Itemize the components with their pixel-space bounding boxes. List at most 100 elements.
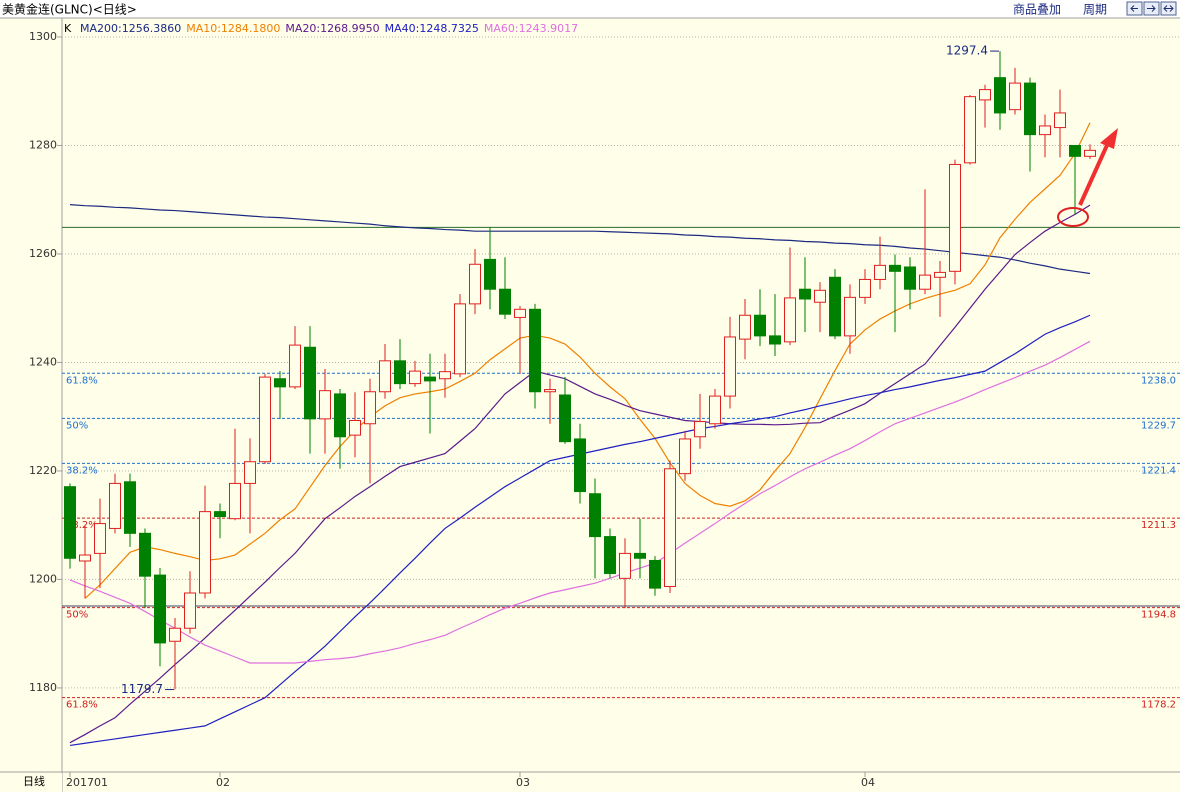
overlay-button[interactable]: 商品叠加 [1013, 2, 1061, 17]
candle-body [1054, 112, 1066, 129]
candle-body [889, 264, 901, 272]
y-tick-label: 1220 [29, 464, 57, 477]
candle-body [349, 419, 361, 436]
icon-glyph [1147, 5, 1156, 12]
candle-body [739, 314, 751, 340]
level-value-label: 1221.4 [1141, 465, 1176, 476]
candle-body [439, 371, 451, 380]
y-tick-label: 1260 [29, 247, 57, 260]
ma-line [69, 204, 1091, 275]
x-tick-label: 03 [516, 776, 530, 789]
candle-body [379, 360, 391, 393]
candle-body [289, 344, 301, 388]
candle-body [274, 378, 286, 388]
candle-body [799, 288, 811, 300]
candle-body [634, 552, 646, 559]
candle-body [784, 297, 796, 343]
candle-body [499, 288, 511, 315]
level-value-label: 1178.2 [1141, 700, 1176, 711]
legend-entry: MA20:1268.9950 [285, 22, 379, 35]
candle-body [844, 296, 856, 337]
candle-body [304, 346, 316, 420]
candle-body [529, 308, 541, 393]
candle-body [994, 77, 1006, 114]
level-value-label: 1238.0 [1141, 375, 1176, 386]
candle-body [109, 482, 121, 529]
candle-body [964, 96, 976, 164]
header-bar [0, 0, 1180, 18]
legend-entry: MA200:1256.3860 [80, 22, 181, 35]
candle-body [469, 263, 481, 305]
ma-line [69, 314, 1091, 747]
candle-body [694, 421, 706, 438]
candle-body [934, 271, 946, 278]
x-tick-label: 04 [861, 776, 875, 789]
level-value-label: 1194.8 [1141, 610, 1176, 621]
candle-body [214, 511, 226, 518]
legend: K MA200:1256.3860 MA10:1284.1800 MA20:1268… [64, 22, 578, 35]
candle-body [139, 532, 151, 577]
candle-body [574, 438, 586, 493]
candle-body [409, 370, 421, 385]
icon-glyph [1163, 5, 1174, 12]
x-label-box [0, 773, 62, 792]
y-tick-label: 1280 [29, 138, 57, 151]
level-ratio-label: 38.2% [66, 520, 98, 531]
candle-body [979, 89, 991, 101]
high-annotation: 1297.4 [946, 44, 988, 58]
candle-body [604, 536, 616, 574]
icon-glyph [1130, 5, 1138, 12]
toolbar-icons [1126, 1, 1177, 16]
candle-body [259, 376, 271, 463]
candle-body [874, 264, 886, 280]
candle-body [364, 391, 376, 425]
candle-body [544, 389, 556, 393]
level-ratio-label: 50% [66, 610, 88, 621]
y-tick-label: 1240 [29, 355, 57, 368]
candle-body [859, 278, 871, 298]
x-tick-label: 201701 [66, 776, 108, 789]
candle-body [94, 523, 106, 554]
candle-body [559, 394, 571, 443]
grid [62, 36, 1180, 689]
candle-body [229, 482, 241, 520]
candle-body [1069, 144, 1081, 157]
candle-body [154, 574, 166, 644]
candle-body [724, 336, 736, 397]
candle-body [244, 461, 256, 484]
candle-body [919, 274, 931, 290]
level-ratio-label: 38.2% [66, 465, 98, 476]
candle-body [949, 163, 961, 272]
candle-body [199, 511, 211, 594]
candle-body [904, 266, 916, 290]
period-button[interactable]: 周期 [1083, 3, 1107, 17]
candle-body [124, 481, 136, 534]
trend-arrow-head [1100, 128, 1118, 149]
candle-body [64, 486, 76, 559]
candle-body [514, 308, 526, 318]
candle-body [664, 468, 676, 587]
candle-body [319, 390, 331, 420]
level-ratio-label: 61.8% [66, 700, 98, 711]
candle-body [769, 335, 781, 345]
candle-body [454, 303, 466, 375]
low-annotation: 1179.7 [121, 682, 163, 696]
y-tick-label: 1300 [29, 30, 57, 43]
y-tick-label: 1180 [29, 681, 57, 694]
candle-body [1084, 149, 1096, 157]
candle-body [184, 592, 196, 629]
candle-body [484, 258, 496, 290]
candle-body [649, 559, 661, 589]
candle-body [619, 552, 631, 579]
candle-body [829, 276, 841, 337]
candle-body [424, 376, 436, 382]
legend-entry: MA10:1284.1800 [186, 22, 280, 35]
chart-title: 美黄金连(GLNC)<日线> [2, 2, 137, 17]
ma-line [69, 204, 1091, 744]
candle-body [334, 393, 346, 438]
candle-body [79, 554, 91, 562]
level-value-label: 1211.3 [1141, 520, 1176, 531]
level-value-label: 1229.7 [1141, 420, 1176, 431]
